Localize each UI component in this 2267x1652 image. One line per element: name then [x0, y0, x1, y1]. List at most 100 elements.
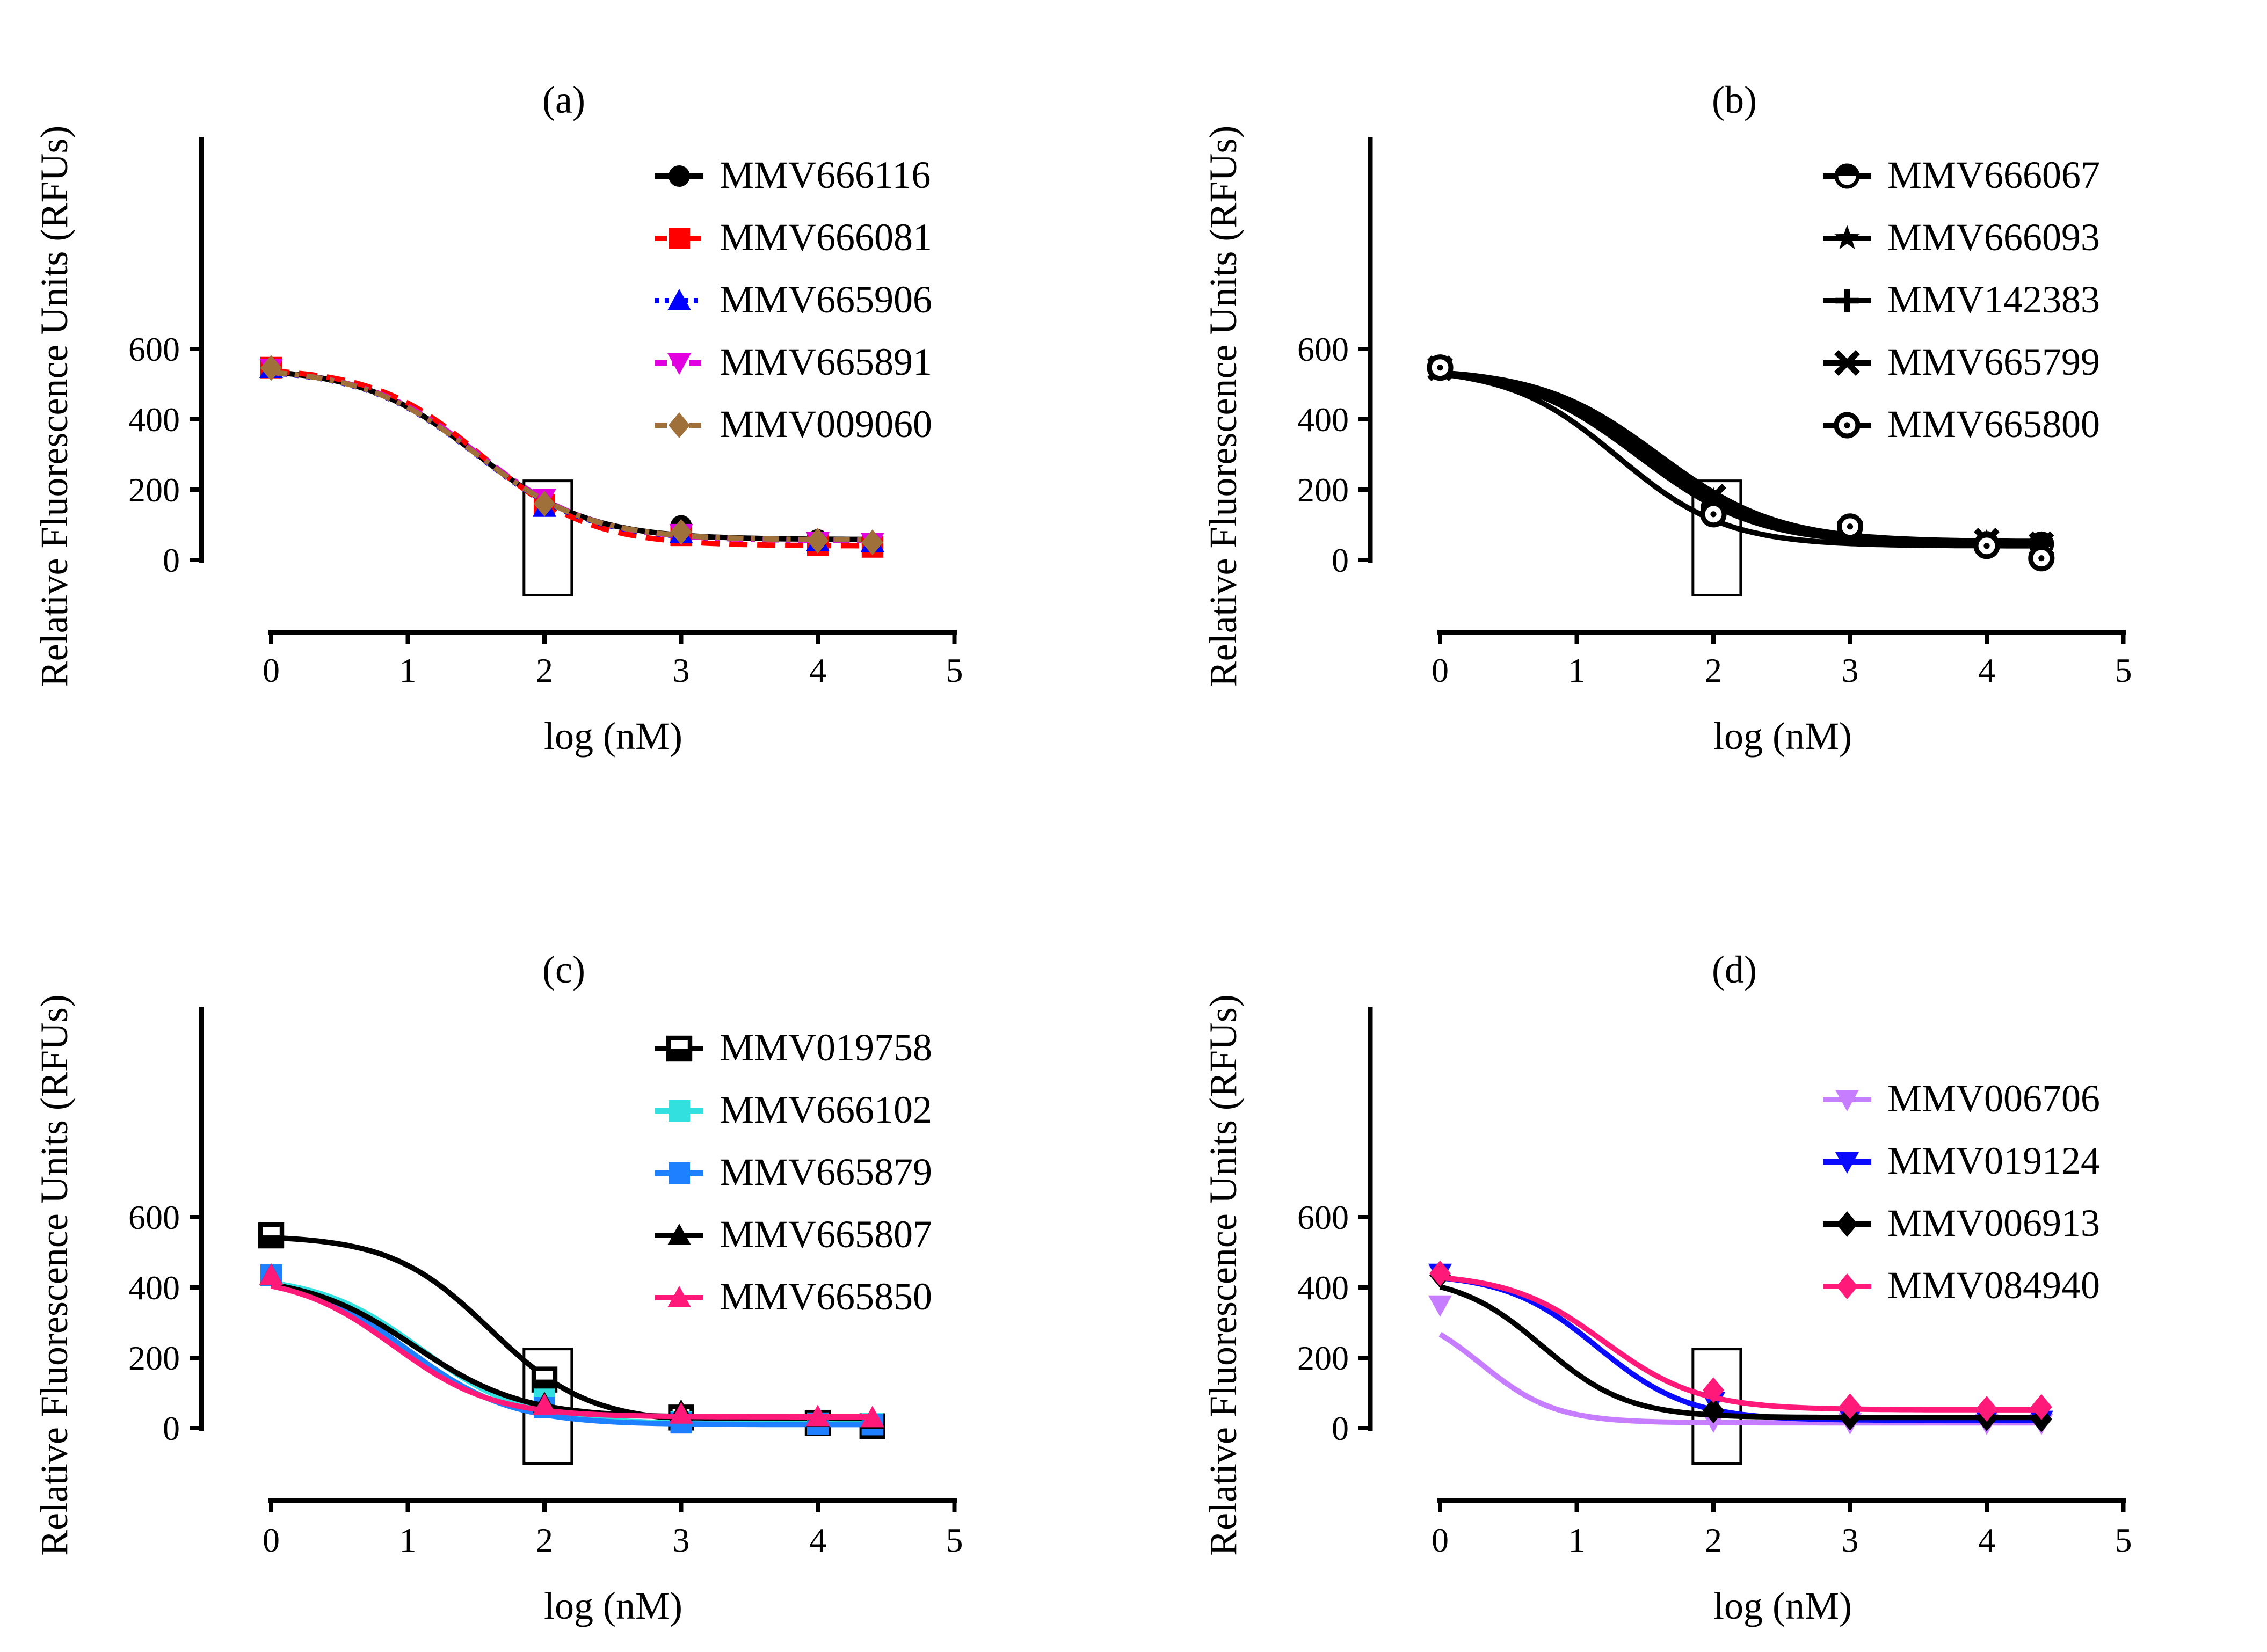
x-tick-label: 4: [1978, 651, 1995, 689]
data-point: [534, 491, 555, 517]
legend-label: MMV665807: [720, 1213, 932, 1256]
x-tick-label: 2: [536, 651, 553, 689]
highlight-box: [522, 479, 573, 596]
x-tick-label: 3: [673, 651, 690, 689]
legend-marker: [1835, 1152, 1859, 1174]
x-tick-label: 5: [2115, 1521, 2132, 1559]
series-line: [271, 1282, 873, 1428]
legend-item: MMV665906: [655, 278, 932, 321]
data-point: [1428, 1295, 1452, 1317]
y-tick-label: 400: [1297, 1269, 1349, 1307]
legend-marker-dot: [1844, 422, 1850, 428]
y-axis-label: Relative Fluorescence Units (RFUs): [33, 126, 76, 687]
data-point-dot: [1983, 543, 1990, 549]
legend-label: MMV019124: [1887, 1139, 2100, 1182]
series-line: [271, 369, 873, 543]
y-tick-label: 200: [128, 1339, 180, 1377]
data-point-dot: [1847, 523, 1854, 530]
legend-label: MMV665850: [720, 1275, 932, 1318]
data-point: [861, 529, 883, 556]
legend-item: MMV006706: [1823, 1077, 2100, 1120]
legend-item: MMV084940: [1823, 1264, 2100, 1307]
legend-marker: [667, 289, 691, 310]
legend-marker: [667, 1286, 691, 1307]
chart-panel-d: (d) 0 200 400 600 0 1 2 3 4 5 log (nM) Relative Fluo…: [1202, 948, 2132, 1627]
chart-panel-c: (c) 0 200 400 600 0 1 2 3 4 5 log (nM) Relative Fluo…: [33, 948, 963, 1627]
legend-marker: [1836, 1273, 1858, 1299]
x-axis-label: log (nM): [544, 715, 682, 758]
chart-panel-a: (a) 0 200 400 600 0 1 2 3 4 5 log (nM) Relative Fluo…: [33, 78, 963, 758]
y-tick-label: 600: [128, 330, 180, 368]
legend-item: MMV142383: [1823, 278, 2100, 321]
series-MMV665850: [259, 1263, 884, 1428]
data-point: [806, 1404, 830, 1427]
x-tick-label: 2: [1705, 651, 1722, 689]
legend-label: MMV666116: [720, 154, 931, 197]
legend-label: MMV665891: [720, 340, 932, 383]
data-point-dot: [1710, 511, 1717, 518]
legend-item: MMV666102: [655, 1088, 932, 1131]
legend-item: MMV666081: [655, 216, 932, 259]
x-tick-label: 4: [809, 1521, 826, 1559]
y-tick-label: 0: [1332, 541, 1349, 579]
panel-title: (d): [1712, 948, 1757, 991]
legend-marker-half: [1836, 165, 1858, 176]
legend-label: MMV665879: [720, 1151, 932, 1193]
legend-label: MMV666102: [720, 1088, 932, 1131]
y-tick-label: 400: [128, 401, 180, 439]
series-line: [271, 1235, 873, 1425]
legend-marker: [1835, 289, 1859, 312]
legend-marker: [1834, 225, 1860, 250]
legend-item: MMV019758: [655, 1026, 932, 1069]
legend-marker: [669, 165, 690, 187]
legend-marker: [1835, 1090, 1859, 1111]
data-point: [1976, 1395, 1997, 1422]
data-point: [260, 355, 282, 381]
legend-marker: [669, 1100, 690, 1122]
legend-label: MMV665799: [1887, 340, 2100, 383]
x-tick-label: 3: [673, 1521, 690, 1559]
y-tick-label: 600: [128, 1198, 180, 1236]
series-line: [270, 1283, 873, 1420]
legend-marker-half: [669, 1049, 690, 1059]
panel-title: (c): [542, 948, 585, 991]
panel-title: (b): [1712, 78, 1757, 121]
y-axis-label: Relative Fluorescence Units (RFUs): [33, 994, 76, 1556]
legend-item: MMV009060: [655, 403, 932, 446]
data-point: [2030, 1394, 2052, 1420]
legend-marker: [669, 228, 690, 249]
x-tick-label: 5: [946, 1521, 963, 1559]
y-axis-label: Relative Fluorescence Units (RFUs): [1202, 994, 1245, 1556]
legend-item: MMV666093: [1823, 216, 2100, 259]
x-tick-label: 1: [399, 1521, 417, 1559]
series-line: [1439, 1284, 2041, 1421]
x-axis-label: log (nM): [544, 1584, 682, 1627]
legend-label: MMV666067: [1887, 154, 2100, 197]
y-axis-label: Relative Fluorescence Units (RFUs): [1202, 126, 1245, 687]
data-point: [1703, 1398, 1724, 1424]
y-tick-label: 200: [128, 471, 180, 509]
y-tick-label: 600: [1297, 330, 1349, 368]
data-point: [1839, 1393, 1861, 1420]
x-tick-label: 2: [1705, 1521, 1722, 1559]
y-tick-label: 0: [163, 541, 180, 579]
panel-title: (a): [542, 78, 585, 121]
data-point-half: [534, 1379, 555, 1391]
highlight-box: [1691, 479, 1742, 596]
legend-marker: [669, 1162, 690, 1184]
series-line: [1440, 371, 2041, 549]
x-tick-label: 0: [263, 1521, 280, 1559]
data-point: [1703, 1377, 1724, 1403]
data-point: [807, 527, 829, 554]
legend-label: MMV006706: [1887, 1077, 2100, 1120]
y-tick-label: 400: [128, 1269, 180, 1307]
legend-item: MMV665807: [655, 1213, 932, 1256]
chart-panel-b: (b) 0 200 400 600 0 1 2 3 4 5 log (nM) Relative Fluo…: [1202, 78, 2132, 758]
y-tick-label: 200: [1297, 1339, 1349, 1377]
x-tick-label: 5: [2115, 651, 2132, 689]
legend-marker: [667, 353, 691, 375]
legend-label: MMV666081: [720, 216, 932, 259]
data-point: [669, 1402, 693, 1424]
legend-item: MMV665850: [655, 1275, 932, 1318]
